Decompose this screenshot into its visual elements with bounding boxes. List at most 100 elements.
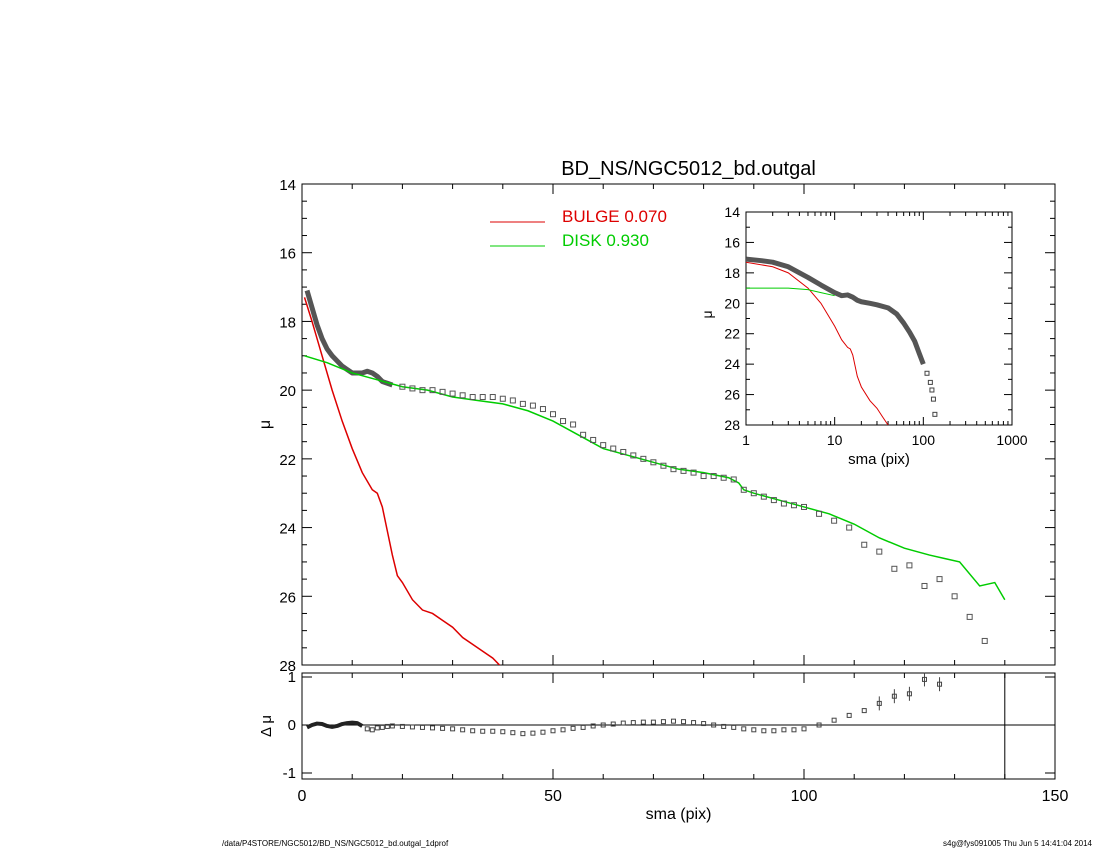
data-point [499, 395, 506, 402]
residual-x-axis-label: sma (pix) [646, 806, 712, 823]
data-point [780, 500, 787, 507]
residual-x-tick-label: 150 [1042, 788, 1069, 805]
residual-point [440, 725, 446, 731]
residual-point [510, 730, 516, 736]
data-point [469, 394, 476, 401]
data-inner-line [304, 289, 394, 388]
data-point [640, 455, 647, 462]
inset-x-axis-label: sma (pix) [848, 451, 910, 468]
data-point [740, 486, 747, 493]
residual-point [550, 728, 556, 734]
residual-point [430, 725, 436, 731]
data-point [770, 497, 777, 504]
data-point [966, 613, 973, 620]
residual-point [771, 728, 777, 734]
residual-point [450, 726, 456, 732]
residual-point [580, 724, 586, 730]
residual-point [701, 721, 707, 727]
inset-x-tick-label: 100 [912, 432, 936, 448]
data-point [710, 473, 717, 480]
disk-model-line [304, 355, 1006, 601]
data-point [831, 517, 838, 524]
inset-y-tick-label: 20 [724, 295, 740, 311]
inset-panel: 14 16 18 20 22 24 26 281 10 100 1000 sma (pix) μ [699, 204, 1028, 468]
data-point [449, 390, 456, 397]
data-point [600, 442, 607, 449]
main-y-tick-label: 16 [279, 246, 296, 263]
data-point [906, 562, 913, 569]
residual-point [520, 731, 526, 737]
residual-point [831, 717, 837, 723]
data-point [891, 565, 898, 572]
data-point [921, 582, 928, 589]
data-point [801, 503, 807, 510]
inset-data-point [932, 411, 938, 417]
residual-point [670, 718, 676, 724]
data-point [409, 385, 416, 392]
residual-point [530, 730, 536, 736]
residual-y-tick-label: -1 [283, 765, 296, 782]
legend-label-1: DISK 0.930 [562, 231, 649, 250]
residual-x-tick-label: 50 [544, 788, 562, 805]
residual-point [861, 708, 867, 714]
data-point [529, 402, 536, 409]
inset-bulge-line [746, 261, 889, 425]
data-point [590, 436, 597, 443]
residual-point [846, 712, 852, 718]
data-point [680, 467, 687, 474]
data-point [550, 411, 556, 418]
data-point [630, 452, 637, 459]
main-y-tick-label: 26 [279, 589, 296, 606]
residual-point [801, 726, 807, 732]
inset-x-tick-label: 1000 [996, 432, 1027, 448]
residual-point [731, 724, 737, 730]
data-point [580, 431, 587, 438]
inset-y-tick-label: 18 [724, 265, 740, 281]
data-point [861, 541, 868, 548]
residual-point [711, 722, 717, 728]
data-point [509, 397, 516, 404]
residual-point [490, 728, 496, 734]
data-point [479, 394, 486, 401]
inset-y-tick-label: 28 [724, 417, 740, 433]
residual-point [691, 720, 697, 726]
inset-y-tick-label: 22 [724, 326, 740, 342]
inset-data-line [746, 256, 926, 366]
inset-background [746, 212, 1012, 425]
data-point [790, 502, 797, 509]
inset-data-point [930, 396, 936, 402]
residual-point [761, 728, 767, 734]
data-point [670, 466, 677, 473]
residual-y-axis-label: Δ μ [258, 715, 275, 737]
data-point [489, 394, 496, 401]
inset-data-point [924, 370, 930, 376]
data-point [846, 524, 853, 531]
data-point [730, 476, 737, 483]
residual-point [570, 725, 576, 731]
inset-data-point [929, 387, 935, 393]
data-point [760, 493, 767, 500]
data-point [936, 576, 943, 583]
data-point [876, 548, 883, 555]
inset-y-tick-label: 26 [724, 387, 740, 403]
data-point [720, 474, 727, 481]
data-point [816, 510, 823, 517]
residual-point [384, 723, 390, 729]
data-point [459, 392, 466, 399]
residual-point [816, 722, 822, 728]
residual-point [741, 726, 747, 732]
residual-point [480, 728, 486, 734]
data-point [570, 421, 577, 428]
bulge-model-line [303, 297, 501, 665]
inset-data-point [927, 379, 933, 385]
residual-point [470, 728, 476, 734]
residual-point [650, 719, 656, 725]
main-y-tick-label: 24 [279, 521, 296, 538]
residual-point [791, 727, 797, 733]
data-point [419, 387, 426, 394]
residual-point [419, 724, 425, 730]
residual-point [620, 720, 626, 726]
residual-x-tick-label: 0 [298, 788, 307, 805]
data-point [610, 445, 617, 452]
